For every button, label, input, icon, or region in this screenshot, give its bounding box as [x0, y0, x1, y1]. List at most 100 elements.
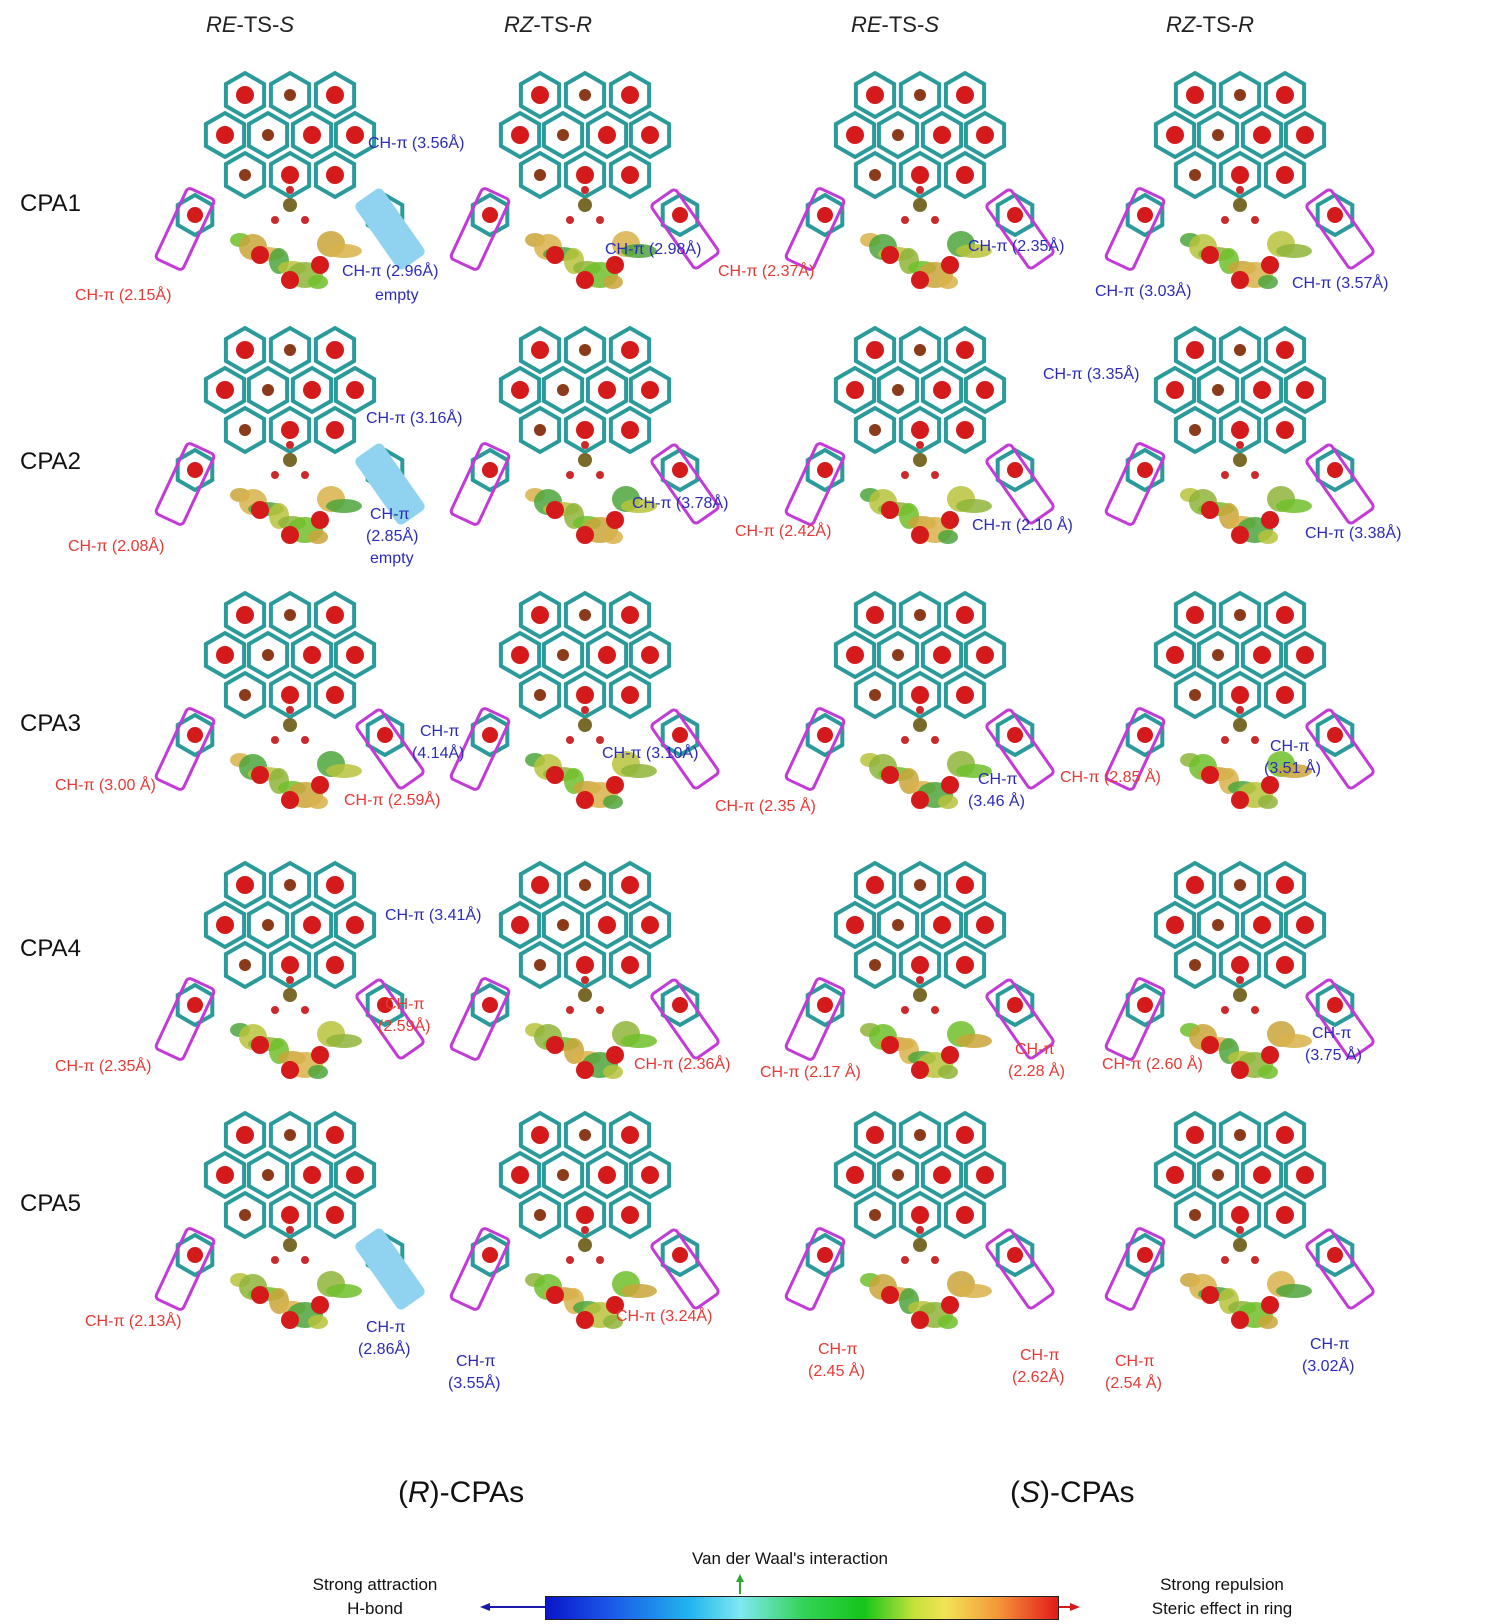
ring — [268, 405, 312, 455]
ring-center — [1296, 646, 1314, 664]
ring-center — [346, 381, 364, 399]
oxygen-atom — [916, 441, 924, 449]
label-r5-f2: (2.62Å) — [1012, 1369, 1065, 1386]
ring-center — [606, 776, 624, 794]
label-r1-c: CH-π (3.56Å) — [368, 135, 465, 152]
ring-center — [1253, 916, 1271, 934]
ring-center — [1212, 384, 1224, 396]
ring — [1218, 405, 1262, 455]
label-r5-b2: (2.86Å) — [358, 1341, 411, 1358]
ring — [333, 630, 377, 680]
label-r2-a: CH-π (2.08Å) — [68, 538, 165, 555]
nci-surface — [603, 530, 623, 544]
ring-center — [933, 916, 951, 934]
ring — [1283, 1150, 1327, 1200]
ring-center — [914, 89, 926, 101]
ring — [563, 1190, 607, 1240]
ring-center — [239, 959, 251, 971]
ring-center — [956, 1206, 974, 1224]
interaction-box — [154, 1227, 216, 1311]
ring — [518, 325, 562, 375]
oxygen-atom — [901, 1006, 909, 1014]
ring — [1173, 1190, 1217, 1240]
ring-center — [251, 501, 269, 519]
ring — [920, 365, 964, 415]
ring — [290, 365, 334, 415]
aryl-ring — [1315, 447, 1355, 493]
nci-surface — [621, 244, 657, 258]
oxygen-atom — [1236, 976, 1244, 984]
ring — [1263, 1190, 1307, 1240]
ring-center — [1201, 1036, 1219, 1054]
ring-center — [1186, 1126, 1204, 1144]
ring-center — [941, 776, 959, 794]
ring-center — [672, 727, 688, 743]
ring-center — [1327, 727, 1343, 743]
ring-center — [1007, 207, 1023, 223]
ring-center — [1296, 916, 1314, 934]
ring-center — [866, 876, 884, 894]
phosphorus-atom — [283, 988, 297, 1002]
interaction-box — [1305, 708, 1375, 790]
label-r5-h: CH-π — [1310, 1336, 1350, 1353]
label-r5-c2: (3.55Å) — [448, 1375, 501, 1392]
ring-center — [1276, 421, 1294, 439]
label-r4-g: CH-π (2.60 Å) — [1102, 1056, 1203, 1073]
nci-surface — [308, 275, 328, 289]
ring-center — [534, 689, 546, 701]
ring-center — [881, 246, 899, 264]
nci-surface — [621, 764, 657, 778]
oxygen-atom — [901, 1256, 909, 1264]
ring-center — [262, 129, 274, 141]
interaction-box — [650, 1228, 720, 1310]
ring-center — [1261, 776, 1279, 794]
ring-center — [557, 1169, 569, 1181]
nci-surface — [1258, 1315, 1278, 1329]
molecule-panel-r3-c3 — [780, 560, 1060, 830]
nci-surface — [938, 530, 958, 544]
ring-center — [576, 166, 594, 184]
ring — [333, 900, 377, 950]
label-r1-a: CH-π (2.15Å) — [75, 287, 172, 304]
oxygen-atom — [1251, 736, 1259, 744]
ring-center — [911, 791, 929, 809]
ring — [853, 1190, 897, 1240]
ring-center — [346, 126, 364, 144]
oxygen-atom — [301, 216, 309, 224]
ring-center — [1189, 959, 1201, 971]
ring — [628, 630, 672, 680]
nci-surface — [326, 1284, 362, 1298]
ring-center — [1234, 879, 1246, 891]
interaction-box — [1104, 442, 1166, 526]
ring — [1153, 630, 1197, 680]
label-r5-g: CH-π — [1115, 1353, 1155, 1370]
molecule-panel-r3-c2 — [445, 560, 725, 830]
ring-center — [1276, 606, 1294, 624]
ring-center — [881, 1286, 899, 1304]
ring-center — [1007, 1247, 1023, 1263]
ring — [268, 325, 312, 375]
ring-center — [236, 876, 254, 894]
ring-center — [1189, 689, 1201, 701]
legend-left-2: H-bond — [347, 1599, 403, 1618]
ring-center — [1186, 876, 1204, 894]
ring-center — [1234, 344, 1246, 356]
nci-surface — [1276, 764, 1312, 778]
ring — [1196, 1150, 1240, 1200]
ring-center — [911, 1311, 929, 1329]
molecule-panel-r2-c2 — [445, 295, 725, 565]
ring-center — [672, 1247, 688, 1263]
ring-center — [869, 689, 881, 701]
column-header-4: RZ-TS-R — [1166, 12, 1254, 37]
ring — [1173, 670, 1217, 720]
ring — [585, 365, 629, 415]
nci-surface — [1276, 244, 1312, 258]
ring-center — [326, 166, 344, 184]
ring-center — [1253, 381, 1271, 399]
ring-center — [251, 766, 269, 784]
oxygen-atom — [581, 441, 589, 449]
ring-center — [911, 421, 929, 439]
color-scale-bar — [545, 1596, 1059, 1620]
nci-surface — [956, 1284, 992, 1298]
ring-center — [866, 341, 884, 359]
